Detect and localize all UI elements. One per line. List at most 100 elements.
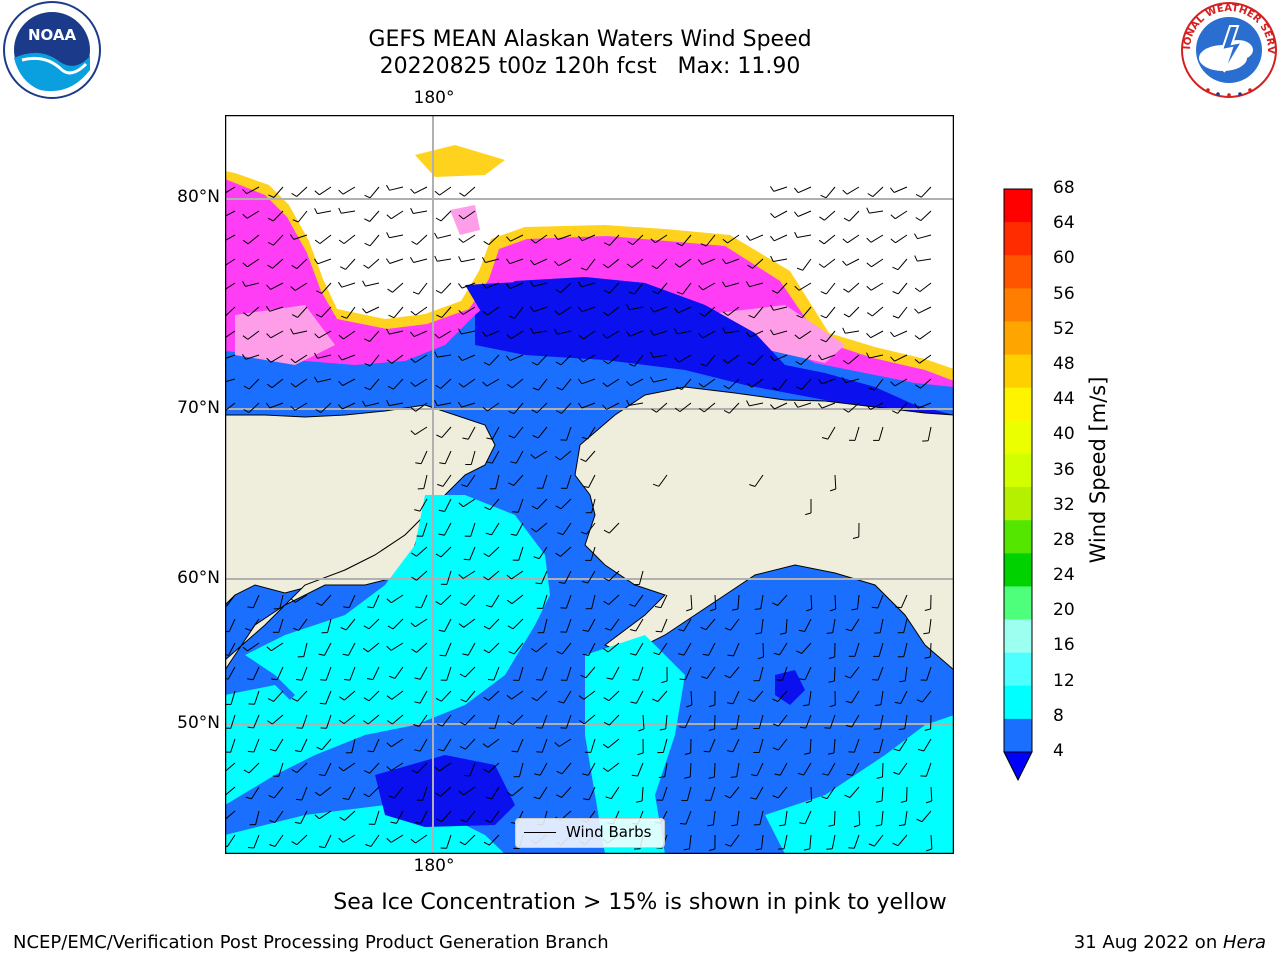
wind-barb: [925, 762, 932, 777]
wind-barb-flag: [410, 622, 416, 628]
wind-barb: [847, 354, 860, 365]
wind-barb-flag: [627, 241, 634, 246]
wind-barb-flag: [890, 238, 896, 244]
wind-barb-flag: [411, 648, 417, 653]
colorbar-label: Wind Speed [m/s]: [1086, 376, 1110, 564]
wind-barb: [587, 618, 596, 632]
wind-barb: [367, 714, 380, 725]
wind-barb: [389, 234, 404, 239]
wind-barb-flag: [924, 728, 931, 731]
wind-barb-flag: [700, 363, 707, 367]
wind-barb-flag: [770, 255, 774, 262]
wind-barb-flag: [291, 769, 298, 774]
wind-barb: [252, 666, 260, 680]
wind-barb: [833, 738, 836, 754]
wind-barb: [271, 642, 284, 652]
wind-barb: [513, 402, 524, 415]
colorbar-tick-label: 56: [1053, 283, 1075, 304]
wind-barb: [246, 186, 260, 195]
wind-barb-flag: [770, 355, 775, 362]
wind-barb: [878, 426, 884, 441]
wind-barb: [273, 690, 284, 702]
wind-barb: [725, 330, 740, 334]
wind-barb: [462, 306, 476, 315]
wind-barb: [581, 306, 596, 313]
wind-barb: [826, 786, 836, 799]
wind-barb-flag: [851, 608, 858, 611]
wind-barb: [227, 666, 236, 680]
wind-barb: [440, 546, 452, 558]
wind-barb-flag: [460, 819, 467, 823]
wind-barb: [437, 258, 452, 262]
wind-barb-flag: [828, 824, 835, 827]
wind-barb: [317, 378, 332, 383]
wind-barb: [682, 282, 692, 295]
wind-barb: [737, 594, 740, 610]
wind-barb: [297, 690, 308, 702]
wind-barb: [809, 738, 812, 754]
wind-barb-flag: [577, 378, 583, 385]
wind-barb-flag: [555, 410, 562, 414]
colorbar-segment: [1004, 222, 1032, 256]
wind-barb-flag: [271, 678, 278, 681]
wind-barb-flag: [506, 791, 513, 797]
wind-barb: [851, 618, 860, 632]
wind-barb: [365, 402, 380, 407]
wind-barb-flag: [772, 795, 779, 799]
wind-barb: [834, 474, 837, 490]
wind-barb-flag: [506, 694, 512, 700]
wind-barb-flag: [386, 742, 392, 748]
wind-barb: [848, 402, 860, 413]
wind-barb-flag: [579, 719, 585, 725]
wind-barb-flag: [414, 701, 421, 704]
wind-barb: [608, 570, 620, 582]
wind-barb-flag: [483, 625, 490, 630]
wind-barb-flag: [410, 381, 416, 387]
wind-barb: [565, 594, 572, 609]
wind-barb-flag: [459, 602, 466, 606]
wind-barb-flag: [578, 235, 583, 242]
wind-band-bering: [225, 495, 550, 805]
wind-barb-flag: [531, 527, 537, 533]
wind-barb: [754, 474, 764, 487]
wind-barb: [656, 402, 668, 413]
wind-barb-flag: [459, 192, 465, 197]
wind-barb: [706, 354, 716, 367]
wind-barb: [301, 666, 308, 681]
wind-barb: [656, 258, 668, 270]
wind-barb: [346, 306, 356, 319]
wind-barb: [607, 258, 620, 269]
wind-barb: [712, 810, 716, 825]
wind-barb-flag: [435, 289, 442, 294]
wind-barb: [294, 594, 308, 603]
wind-barb-flag: [314, 239, 321, 245]
wind-barb: [513, 426, 524, 439]
wind-barb: [583, 714, 596, 725]
wind-barb-flag: [340, 627, 347, 631]
wind-barb-flag: [679, 823, 687, 825]
wind-barb-flag: [386, 766, 392, 771]
wind-barb-flag: [916, 699, 923, 703]
wind-barb: [271, 378, 284, 389]
wind-barb-flag: [267, 720, 273, 725]
colorbar-tick-label: 64: [1053, 213, 1075, 234]
wind-barb: [714, 594, 717, 610]
wind-barb: [461, 330, 476, 335]
wind-barb: [635, 618, 644, 632]
wind-barb: [341, 354, 356, 361]
wind-barb-flag: [530, 239, 536, 244]
wind-barb: [825, 282, 836, 295]
wind-barb-flag: [247, 750, 254, 753]
wind-barb-flag: [674, 307, 679, 314]
wind-barb-flag: [628, 291, 635, 295]
wind-barb: [919, 282, 932, 292]
wind-barb: [903, 618, 908, 633]
wind-barb-flag: [698, 382, 704, 388]
wind-barb: [275, 738, 284, 752]
wind-barb-flag: [437, 483, 444, 487]
wind-barb-flag: [772, 602, 778, 606]
wind-barb: [878, 738, 884, 753]
wind-barb: [296, 258, 308, 269]
wind-barb: [389, 258, 404, 264]
wind-barb-flag: [891, 410, 898, 414]
